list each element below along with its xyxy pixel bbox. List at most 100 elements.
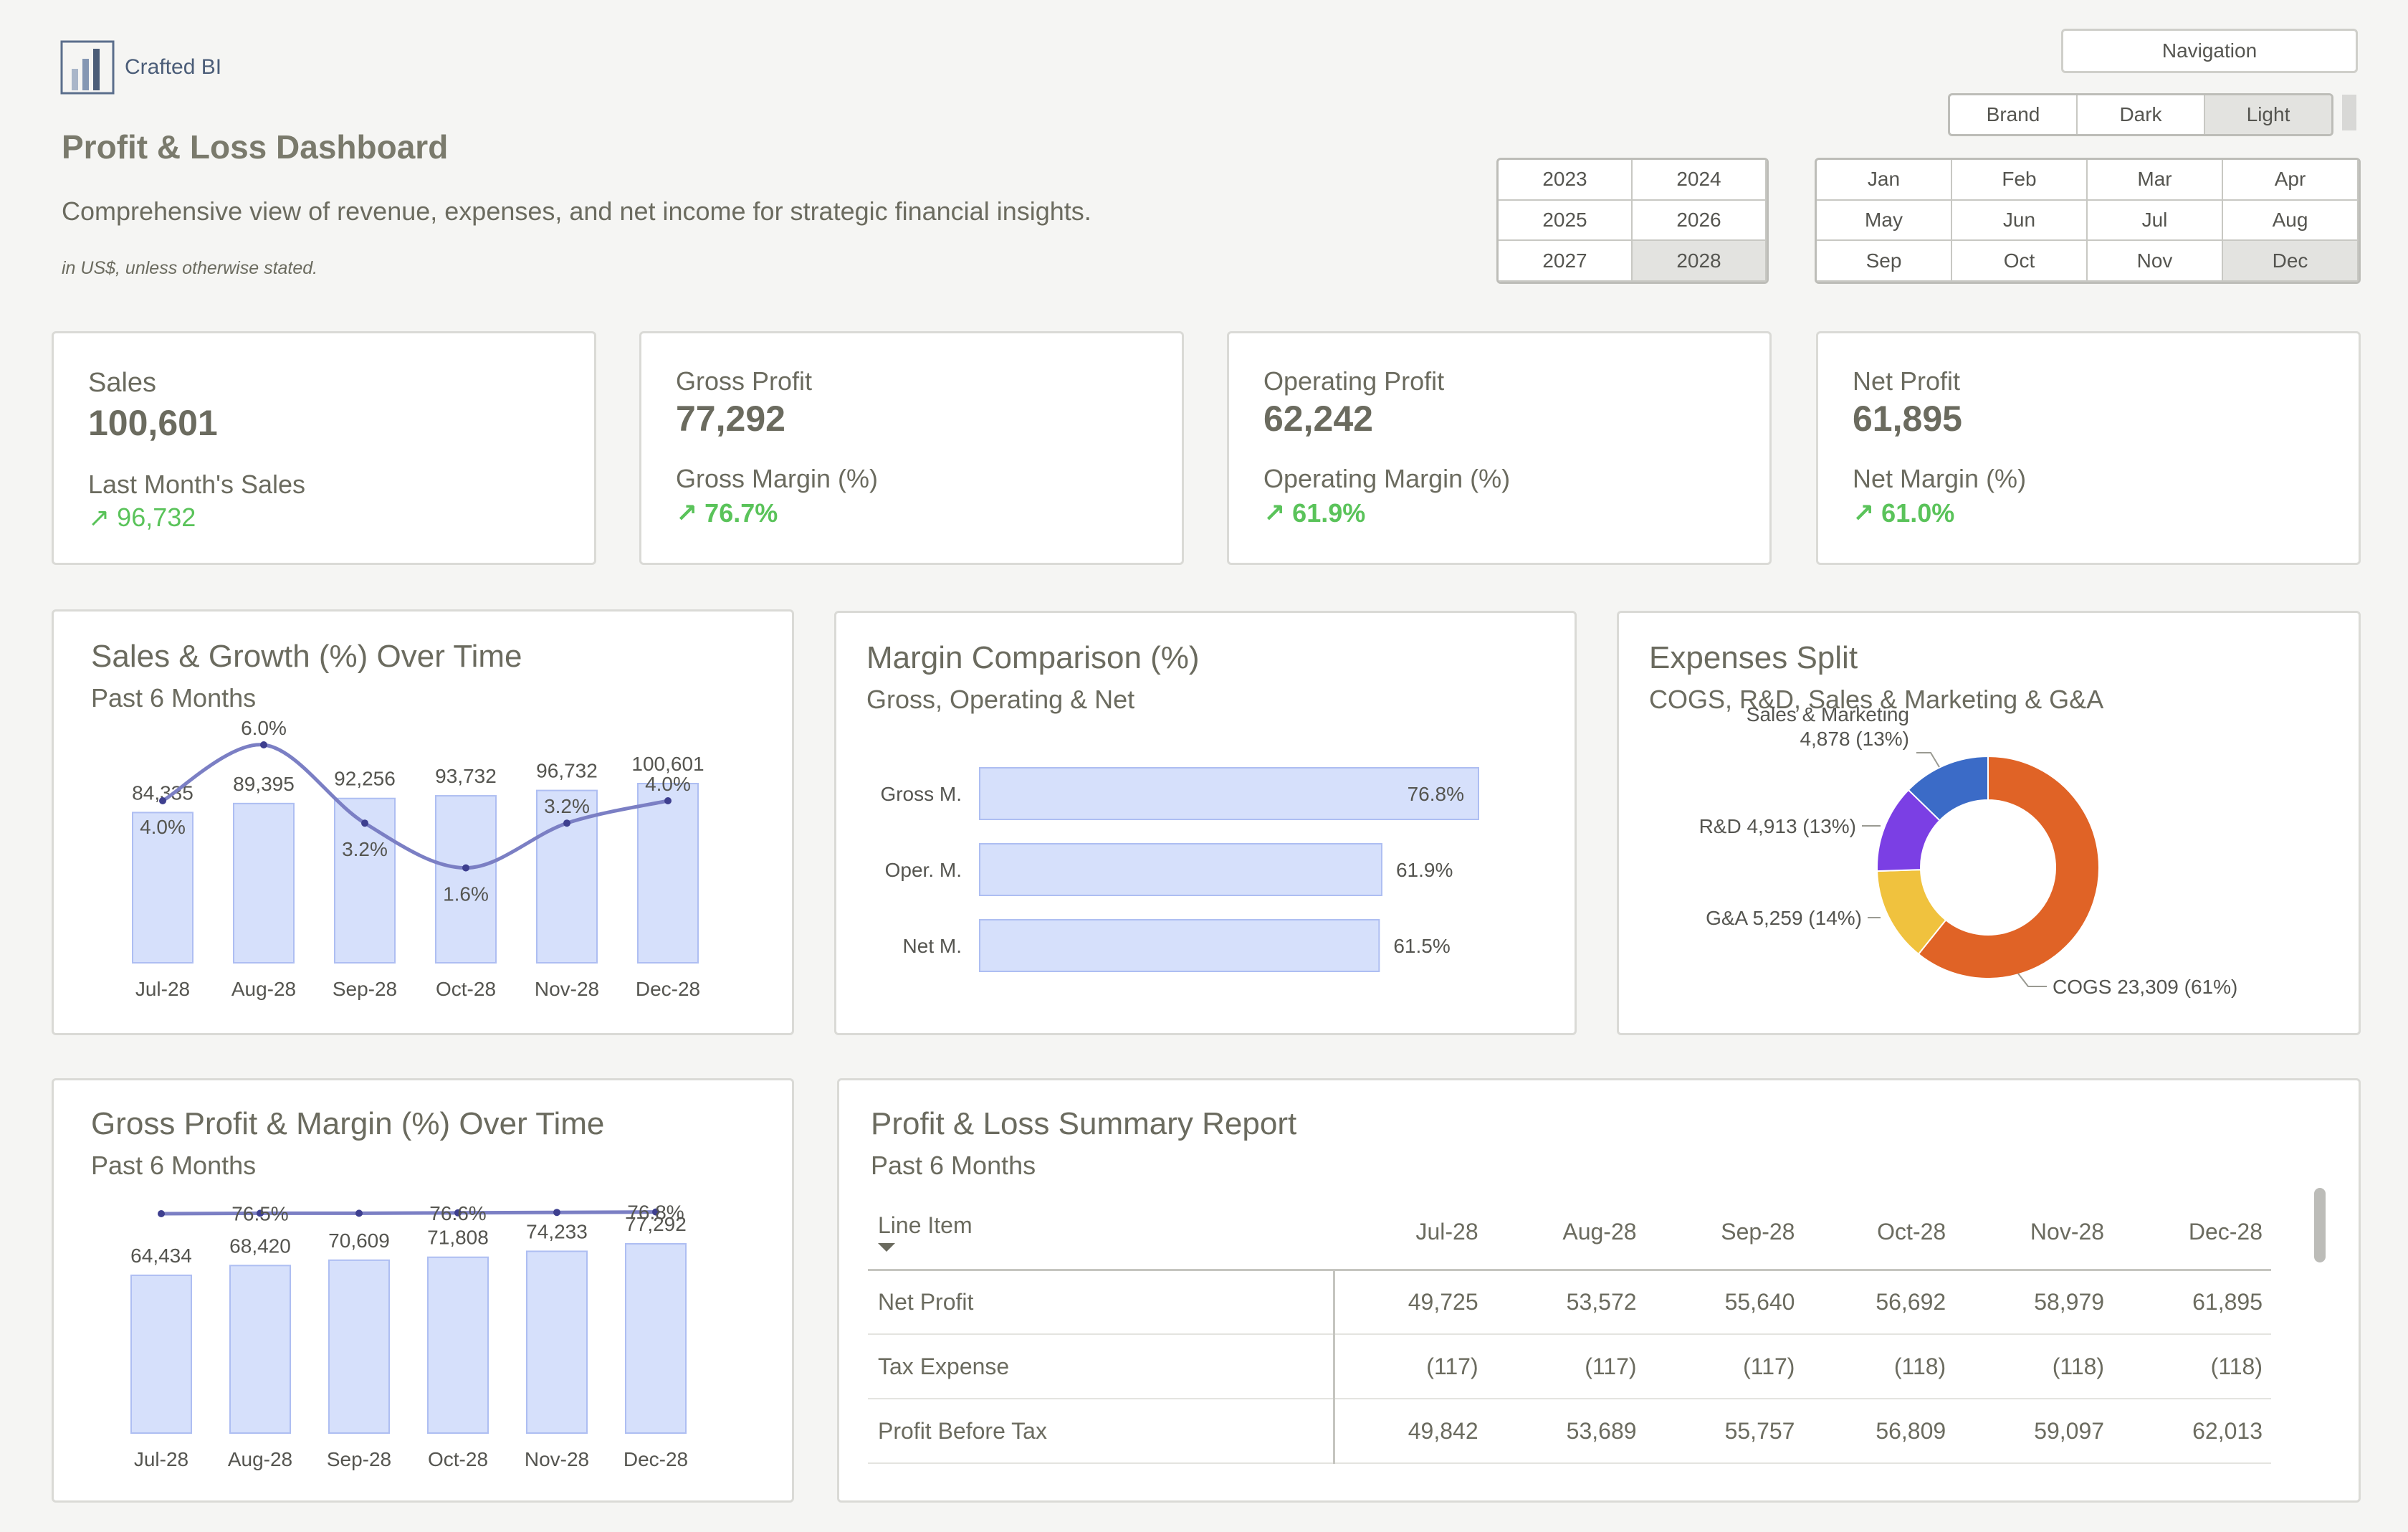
donut-label-cogs: COGS 23,309 (61%) xyxy=(2053,976,2237,998)
chart-subtitle: Gross, Operating & Net xyxy=(866,685,1135,714)
gross-profit-data-label: 68,420 xyxy=(229,1234,291,1257)
sales-bar xyxy=(435,795,497,964)
leader-line xyxy=(2017,973,2047,987)
donut-label-sm-value: 4,878 (13%) xyxy=(1800,728,1909,750)
row-label: Net Profit xyxy=(868,1270,1335,1335)
kpi-card-gross-profit: Gross Profit 77,292 Gross Margin (%) ↗ 7… xyxy=(639,331,1184,565)
gross-profit-bar xyxy=(427,1256,489,1434)
column-header[interactable]: Jul-28 xyxy=(1334,1195,1487,1271)
month-option[interactable]: Apr xyxy=(2223,160,2359,201)
kpi-label: Sales xyxy=(88,368,157,398)
month-option[interactable]: Jul xyxy=(2088,200,2223,242)
kpi-label: Gross Profit xyxy=(676,366,813,396)
theme-brand-button[interactable]: Brand xyxy=(1950,95,2078,134)
month-option[interactable]: Jun xyxy=(1952,200,2088,242)
column-header[interactable]: Sep-28 xyxy=(1645,1195,1804,1271)
chart-subtitle: COGS, R&D, Sales & Marketing & G&A xyxy=(1649,685,2104,714)
margin-point xyxy=(257,1209,264,1217)
x-tick-label: Jul-28 xyxy=(135,978,190,1000)
navigation-button[interactable]: Navigation xyxy=(2061,29,2358,73)
theme-light-button[interactable]: Light xyxy=(2205,95,2331,134)
row-label: Profit Before Tax xyxy=(868,1399,1335,1464)
kpi-value: 100,601 xyxy=(88,403,218,443)
margin-bar xyxy=(979,843,1382,896)
table-cell: 56,692 xyxy=(1803,1270,1955,1335)
x-tick-label: Nov-28 xyxy=(535,978,599,1000)
year-option[interactable]: 2027 xyxy=(1499,241,1633,282)
kpi-value: 62,242 xyxy=(1263,399,1373,439)
donut-slice xyxy=(1907,755,1989,822)
kpi-delta: ↗ 61.0% xyxy=(1853,498,1955,528)
month-slicer: Jan Feb Mar Apr May Jun Jul Aug Sep Oct … xyxy=(1815,158,2361,284)
sales-bar xyxy=(233,802,295,964)
donut-label-rd: R&D 4,913 (13%) xyxy=(1699,815,1856,837)
column-header[interactable]: Nov-28 xyxy=(1954,1195,2113,1271)
margin-data-label: 76.8% xyxy=(1408,783,1464,805)
margin-data-label: 76.5% xyxy=(231,1202,288,1224)
table-row[interactable]: Tax Expense (117) (117) (117) (118) (118… xyxy=(868,1334,2271,1399)
page-subtitle: Comprehensive view of revenue, expenses,… xyxy=(62,196,1091,226)
sort-down-icon[interactable] xyxy=(878,1242,895,1252)
table-cell: 49,842 xyxy=(1334,1399,1487,1464)
column-header-label: Line Item xyxy=(878,1212,973,1238)
growth-point xyxy=(361,819,368,827)
year-slicer: 2023 2024 2025 2026 2027 2028 xyxy=(1496,158,1769,284)
table-cell: 55,640 xyxy=(1645,1270,1804,1335)
kpi-delta: ↗ 76.7% xyxy=(676,498,778,528)
month-option[interactable]: Feb xyxy=(1952,160,2088,201)
year-option[interactable]: 2025 xyxy=(1499,200,1633,242)
month-option[interactable]: May xyxy=(1817,200,1952,242)
month-option[interactable]: Aug xyxy=(2223,200,2359,242)
gross-profit-data-label: 70,609 xyxy=(328,1229,390,1252)
margin-bar xyxy=(979,919,1380,972)
chart-title: Sales & Growth (%) Over Time xyxy=(91,639,522,674)
kpi-sub-label: Operating Margin (%) xyxy=(1263,464,1511,493)
expenses-split-card: Expenses Split COGS, R&D, Sales & Market… xyxy=(1617,611,2361,1035)
kpi-value: 61,895 xyxy=(1853,399,1962,439)
theme-selector: Brand Dark Light xyxy=(1948,93,2333,136)
theme-scrollbar[interactable] xyxy=(2342,95,2356,130)
margin-comparison-card: Margin Comparison (%) Gross, Operating &… xyxy=(834,611,1577,1035)
month-option[interactable]: Oct xyxy=(1952,241,2088,282)
table-row[interactable]: Profit Before Tax 49,842 53,689 55,757 5… xyxy=(868,1399,2271,1464)
table-cell: (117) xyxy=(1334,1334,1487,1399)
column-header[interactable]: Aug-28 xyxy=(1486,1195,1645,1271)
margin-data-label: 76.8% xyxy=(627,1202,684,1224)
category-label: Oper. M. xyxy=(885,859,962,881)
growth-data-label: 6.0% xyxy=(241,717,287,739)
growth-point xyxy=(462,864,469,872)
year-option[interactable]: 2024 xyxy=(1633,160,1767,201)
chart-title: Gross Profit & Margin (%) Over Time xyxy=(91,1106,605,1141)
gross-profit-bar xyxy=(229,1265,291,1434)
kpi-card-sales: Sales 100,601 Last Month's Sales ↗ 96,73… xyxy=(52,331,596,565)
theme-dark-button[interactable]: Dark xyxy=(2078,95,2205,134)
expenses-donut-chart: COGS 23,309 (61%) G&A 5,259 (14%) R&D 4,91… xyxy=(1699,703,2238,998)
table-cell: (118) xyxy=(1954,1334,2113,1399)
growth-data-label: 1.6% xyxy=(443,883,489,905)
table-scrollbar[interactable] xyxy=(2314,1188,2326,1262)
month-option-selected[interactable]: Dec xyxy=(2223,241,2359,282)
sales-data-label: 89,395 xyxy=(233,773,295,795)
column-header[interactable]: Dec-28 xyxy=(2113,1195,2271,1271)
x-tick-label: Dec-28 xyxy=(636,978,700,1000)
table-row[interactable]: Net Profit 49,725 53,572 55,640 56,692 5… xyxy=(868,1270,2271,1335)
pl-summary-table: Line Item Jul-28 Aug-28 Sep-28 Oct-28 No… xyxy=(868,1195,2271,1464)
margin-data-label: 61.9% xyxy=(1396,859,1453,881)
growth-point xyxy=(260,741,267,748)
sales-bar xyxy=(637,783,699,964)
report-title: Profit & Loss Summary Report xyxy=(871,1106,1297,1141)
column-header[interactable]: Oct-28 xyxy=(1803,1195,1955,1271)
kpi-card-operating-profit: Operating Profit 62,242 Operating Margin… xyxy=(1227,331,1772,565)
year-option-selected[interactable]: 2028 xyxy=(1633,241,1767,282)
gross-profit-data-label: 77,292 xyxy=(625,1213,687,1235)
kpi-delta: ↗ 61.9% xyxy=(1263,498,1366,528)
year-option[interactable]: 2026 xyxy=(1633,200,1767,242)
column-header-line-item[interactable]: Line Item xyxy=(868,1195,1334,1271)
month-option[interactable]: Nov xyxy=(2088,241,2223,282)
month-option[interactable]: Sep xyxy=(1817,241,1952,282)
margin-data-label: 76.6% xyxy=(429,1202,486,1224)
month-option[interactable]: Jan xyxy=(1817,160,1952,201)
margin-line xyxy=(161,1210,656,1216)
month-option[interactable]: Mar xyxy=(2088,160,2223,201)
year-option[interactable]: 2023 xyxy=(1499,160,1633,201)
